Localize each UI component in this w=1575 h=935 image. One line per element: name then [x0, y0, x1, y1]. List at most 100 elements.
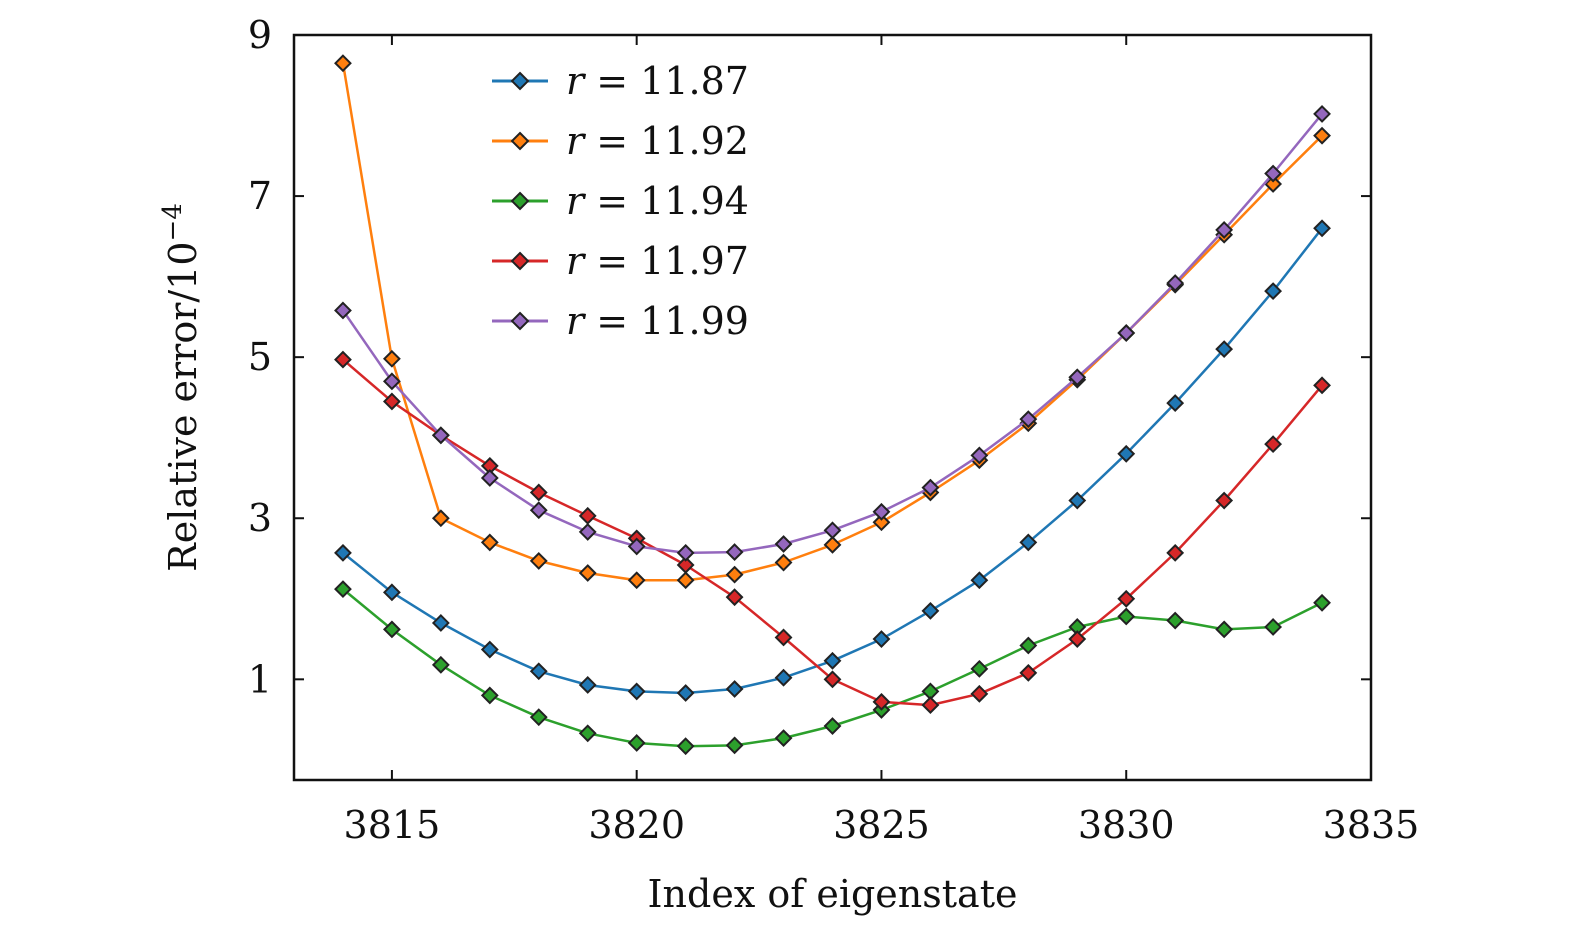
y-tick-label: 3 [248, 496, 272, 540]
y-axis-title-text: Relative error/10 [161, 241, 205, 571]
data-point [1019, 533, 1038, 552]
data-point [1019, 410, 1038, 429]
legend-label: r = 11.94 [566, 179, 749, 223]
data-point [676, 543, 695, 562]
data-point [725, 736, 744, 755]
legend-item: r = 11.87 [492, 59, 749, 103]
data-point [1166, 274, 1185, 292]
data-point [725, 543, 744, 561]
data-point [676, 737, 695, 756]
data-point [872, 513, 891, 532]
series-1 [334, 219, 1331, 702]
data-point [1264, 282, 1283, 301]
data-point [774, 729, 793, 748]
data-point [627, 682, 646, 701]
data-point [1313, 376, 1331, 395]
x-tick-label: 3825 [833, 803, 930, 847]
data-point [480, 686, 499, 705]
legend-label: r = 11.99 [566, 299, 749, 343]
data-point [578, 564, 597, 582]
data-point [431, 509, 450, 528]
data-point [1313, 105, 1331, 123]
data-point [725, 588, 744, 607]
data-point [627, 537, 646, 556]
data-point [1264, 435, 1283, 454]
y-axis-title-exponent: −4 [158, 203, 188, 241]
data-point [1117, 324, 1136, 342]
legend-marker [510, 131, 530, 151]
data-point [725, 565, 744, 584]
data-point [431, 614, 450, 632]
legend-item: r = 11.99 [492, 299, 749, 343]
data-point [1068, 368, 1087, 387]
legend-var: r [566, 59, 587, 103]
data-point [529, 662, 548, 681]
legend-var: r [566, 239, 587, 283]
data-point [823, 670, 842, 689]
legend-var: r [566, 299, 587, 343]
data-point [921, 478, 940, 497]
data-point [823, 651, 842, 670]
legend-value: = 11.97 [584, 239, 749, 283]
data-point [529, 552, 548, 570]
data-point [382, 620, 401, 639]
data-point [1264, 618, 1283, 636]
x-axis: 3815 3820 3825 3830 3835 [344, 35, 1419, 847]
y-tick-label: 7 [248, 174, 272, 218]
series-3 [334, 580, 1331, 756]
data-point [578, 523, 597, 541]
data-point [1117, 444, 1136, 463]
data-point [1117, 589, 1136, 608]
x-tick-label: 3820 [588, 803, 685, 847]
data-point [823, 717, 842, 735]
data-point [872, 630, 891, 648]
data-point [774, 668, 793, 687]
data-point [334, 580, 352, 599]
data-point [1068, 630, 1087, 648]
data-point [1313, 219, 1331, 238]
legend-item: r = 11.92 [492, 119, 749, 163]
legend-value: = 11.92 [584, 119, 749, 163]
data-point [334, 54, 352, 73]
data-point [676, 684, 695, 702]
data-point [529, 708, 548, 727]
data-point [334, 350, 352, 369]
data-point [382, 372, 401, 391]
series-line [341, 113, 1323, 555]
data-point [627, 571, 646, 590]
y-tick-label: 5 [248, 335, 272, 379]
data-point [774, 553, 793, 572]
data-point [578, 724, 597, 743]
legend-marker [510, 311, 530, 331]
legend-marker [510, 191, 530, 211]
data-point [334, 543, 352, 562]
legend: r = 11.87r = 11.92r = 11.94r = 11.97r = … [492, 59, 749, 343]
data-point [774, 535, 793, 553]
data-point [529, 501, 548, 520]
data-point [676, 571, 695, 590]
x-axis-title: Index of eigenstate [648, 872, 1018, 916]
legend-value: = 11.87 [584, 59, 749, 103]
data-point [578, 676, 597, 694]
data-point [774, 628, 793, 647]
data-point [823, 535, 842, 554]
data-point [1313, 126, 1331, 145]
data-point [1313, 593, 1331, 612]
legend-label: r = 11.97 [566, 239, 749, 283]
data-point [823, 521, 842, 540]
data-point [1215, 620, 1234, 639]
data-point [529, 483, 548, 502]
data-point [1019, 663, 1038, 682]
data-point [921, 696, 940, 715]
legend-marker [510, 251, 530, 271]
data-point [627, 734, 646, 752]
data-point [382, 583, 401, 602]
data-point [1166, 543, 1185, 562]
data-point [334, 301, 352, 320]
legend-var: r [566, 119, 587, 163]
data-point [480, 469, 499, 487]
data-point [1215, 491, 1234, 510]
x-tick-label: 3830 [1078, 803, 1175, 847]
data-point [725, 680, 744, 698]
